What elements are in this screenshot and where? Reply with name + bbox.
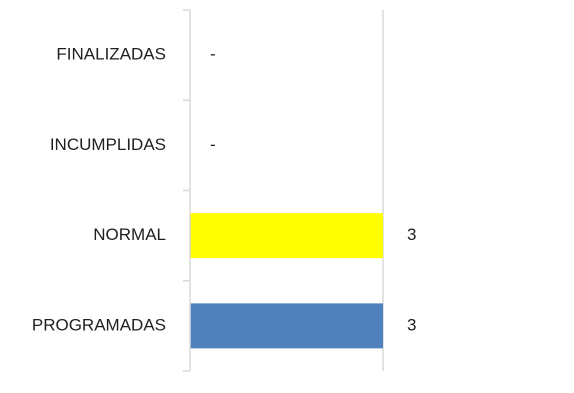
bar-normal <box>190 213 383 259</box>
category-label-incumplidas: INCUMPLIDAS <box>50 135 166 154</box>
data-label-normal: 3 <box>407 225 416 244</box>
data-label-incumplidas: - <box>210 135 216 154</box>
category-label-normal: NORMAL <box>93 225 166 244</box>
data-label-finalizadas: - <box>210 45 216 64</box>
category-label-finalizadas: FINALIZADAS <box>56 45 166 64</box>
category-label-programadas: PROGRAMADAS <box>32 315 166 334</box>
data-label-programadas: 3 <box>407 315 416 334</box>
bars <box>190 213 383 349</box>
category-axis <box>183 9 191 372</box>
labels: FINALIZADAS - INCUMPLIDAS - NORMAL 3 PROGRAMAD… <box>32 45 417 335</box>
bar-programadas <box>190 303 383 349</box>
